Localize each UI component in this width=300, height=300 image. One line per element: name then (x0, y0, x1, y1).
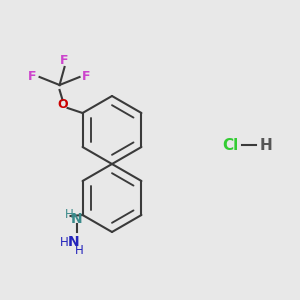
Text: H: H (75, 244, 84, 256)
Text: F: F (82, 70, 91, 83)
Text: O: O (57, 98, 68, 112)
Text: H: H (260, 137, 272, 152)
Text: Cl: Cl (222, 137, 238, 152)
Text: F: F (60, 55, 69, 68)
Text: H: H (60, 236, 69, 248)
Text: F: F (28, 70, 37, 83)
Text: H: H (65, 208, 74, 220)
Text: N: N (68, 235, 80, 249)
Text: N: N (71, 212, 82, 226)
